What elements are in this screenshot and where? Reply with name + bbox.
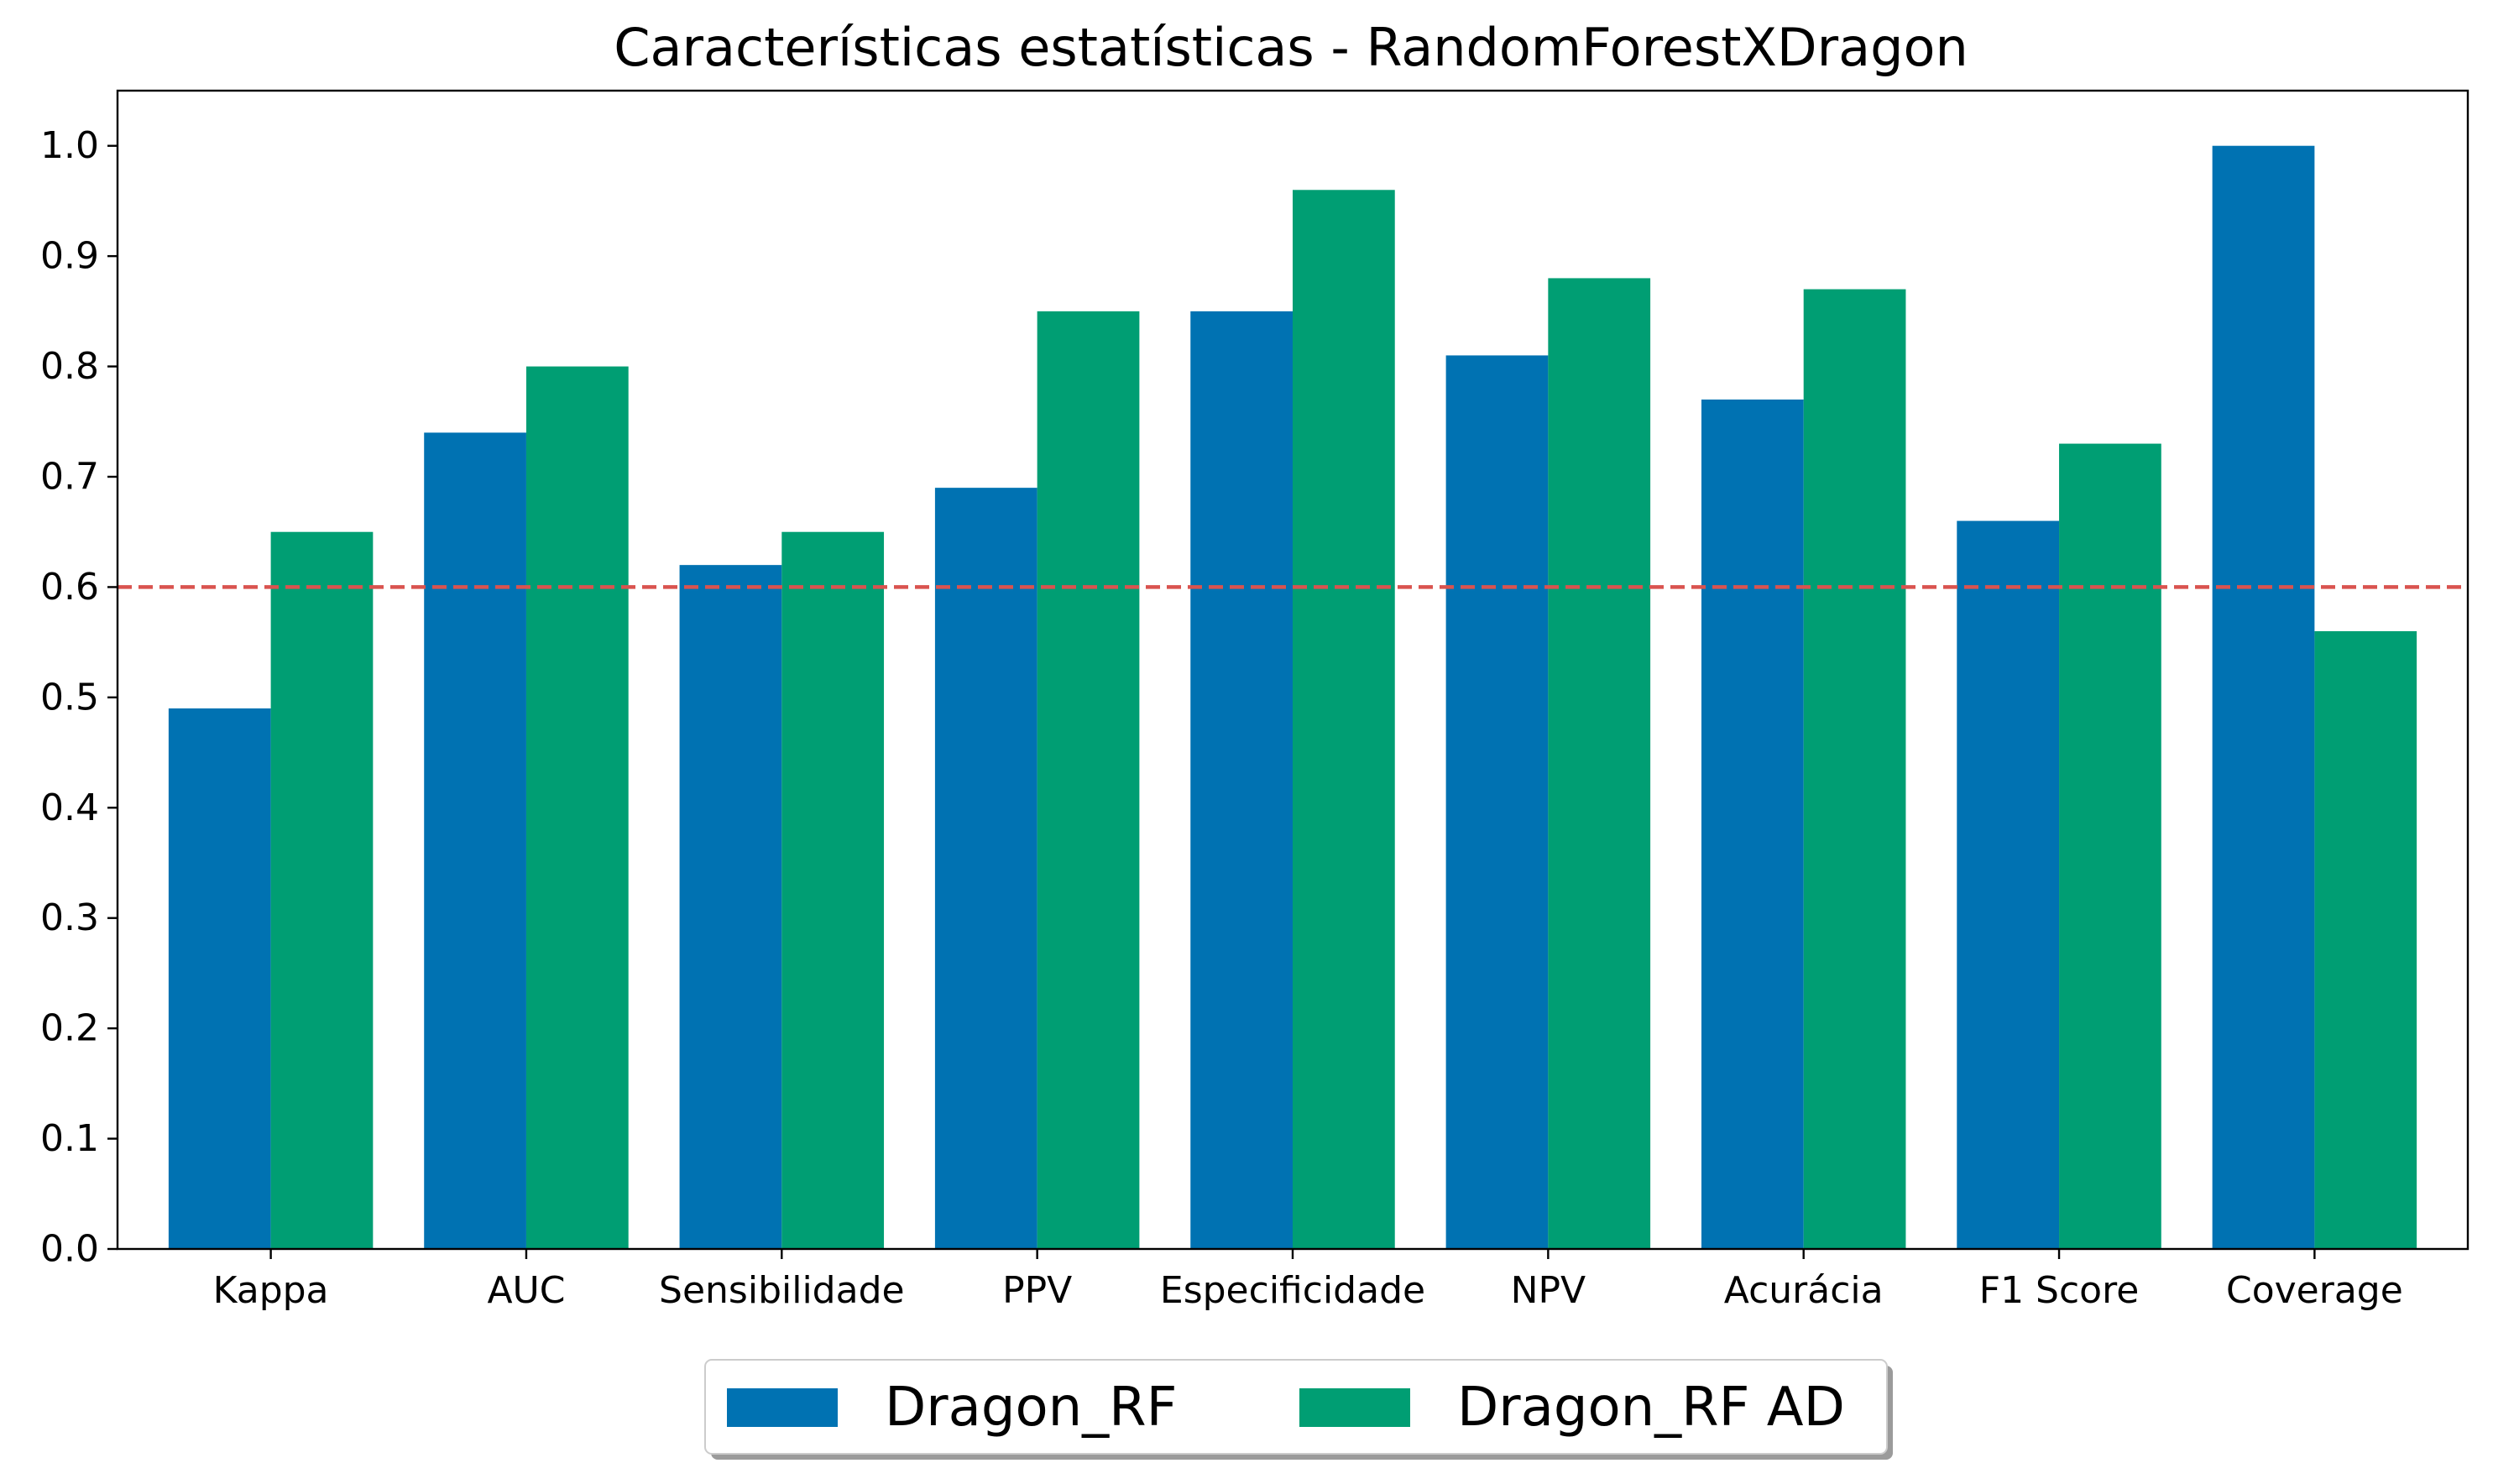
y-tick-label: 1.0 (40, 124, 99, 167)
legend-label: Dragon_RF AD (1457, 1377, 1845, 1439)
x-tick-label: Acurácia (1724, 1269, 1884, 1312)
bar-series2-5 (1548, 278, 1651, 1249)
x-tick-label: PPV (1002, 1269, 1072, 1312)
bar-series1-4 (1190, 311, 1293, 1249)
ticks-layer: 0.0 0.1 0.2 0.3 0.4 0.5 0.6 0.7 0.8 0.9 1.0 Kappa AU… (40, 124, 2403, 1312)
bar-series2-3 (1037, 311, 1140, 1249)
y-tick-label: 0.0 (40, 1228, 99, 1271)
bar-series2-6 (1803, 289, 1906, 1250)
bar-series1-5 (1445, 355, 1549, 1249)
bar-series1-7 (1957, 520, 2060, 1249)
legend: Dragon_RF Dragon_RF AD (704, 1359, 1893, 1460)
y-tick-label: 0.3 (40, 896, 99, 939)
bars-layer (168, 145, 2417, 1250)
bar-series2-7 (2059, 443, 2161, 1249)
bar-series2-0 (270, 531, 374, 1249)
legend-label: Dragon_RF (885, 1377, 1177, 1439)
chart-title: Características estatísticas - RandomFor… (614, 17, 1968, 78)
x-tick-label: Coverage (2226, 1269, 2403, 1312)
x-tick-label: Sensibilidade (659, 1269, 905, 1312)
x-tick-label: AUC (487, 1269, 565, 1312)
y-tick-label: 0.9 (40, 235, 99, 278)
x-tick-label: Kappa (213, 1269, 329, 1312)
x-tick-label: Especificidade (1160, 1269, 1425, 1312)
x-tick-label: F1 Score (1979, 1269, 2140, 1312)
y-tick-label: 0.5 (40, 676, 99, 718)
y-tick-label: 0.6 (40, 566, 99, 609)
bar-series1-0 (168, 708, 271, 1249)
y-tick-label: 0.7 (40, 456, 99, 499)
bar-series2-2 (781, 531, 885, 1249)
legend-box (704, 1359, 1888, 1455)
bar-series2-1 (525, 366, 629, 1250)
bar-series2-4 (1293, 190, 1395, 1249)
legend-swatch (727, 1388, 838, 1427)
bar-series1-2 (679, 565, 782, 1249)
legend-swatch (1299, 1388, 1410, 1427)
y-tick-label: 0.4 (40, 786, 99, 829)
y-tick-label: 0.1 (40, 1117, 99, 1160)
bar-series1-6 (1701, 400, 1804, 1249)
y-tick-label: 0.2 (40, 1007, 99, 1050)
bar-series1-3 (934, 488, 1037, 1249)
y-tick-label: 0.8 (40, 345, 99, 388)
bar-series1-1 (424, 432, 526, 1249)
bar-series2-8 (2314, 631, 2417, 1249)
bar-series1-8 (2212, 145, 2315, 1250)
x-tick-label: NPV (1511, 1269, 1586, 1312)
